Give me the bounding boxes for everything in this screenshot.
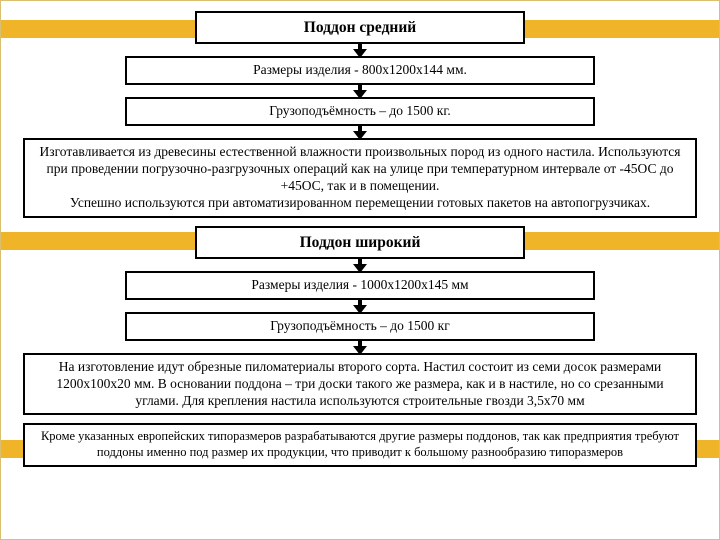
section1-spec-1: Грузоподъёмность – до 1500 кг.	[125, 97, 595, 126]
section1-title: Поддон средний	[195, 11, 525, 44]
section1-spec-0: Размеры изделия - 800х1200х144 мм.	[125, 56, 595, 85]
section2-title: Поддон широкий	[195, 226, 525, 259]
arrow	[353, 300, 367, 312]
arrow	[353, 259, 367, 271]
section2-desc: На изготовление идут обрезные пиломатери…	[23, 353, 697, 416]
page-frame: Поддон средний Размеры изделия - 800х120…	[0, 0, 720, 540]
arrow	[353, 126, 367, 138]
arrow	[353, 85, 367, 97]
footnote-box: Кроме указанных европейских типоразмеров…	[23, 423, 697, 466]
arrow	[353, 44, 367, 56]
section2-spec-1: Грузоподъёмность – до 1500 кг	[125, 312, 595, 341]
arrow	[353, 341, 367, 353]
section1-desc: Изготавливается из древесины естественно…	[23, 138, 697, 218]
section2-spec-0: Размеры изделия - 1000х1200х145 мм	[125, 271, 595, 300]
flow-column: Поддон средний Размеры изделия - 800х120…	[23, 11, 697, 467]
